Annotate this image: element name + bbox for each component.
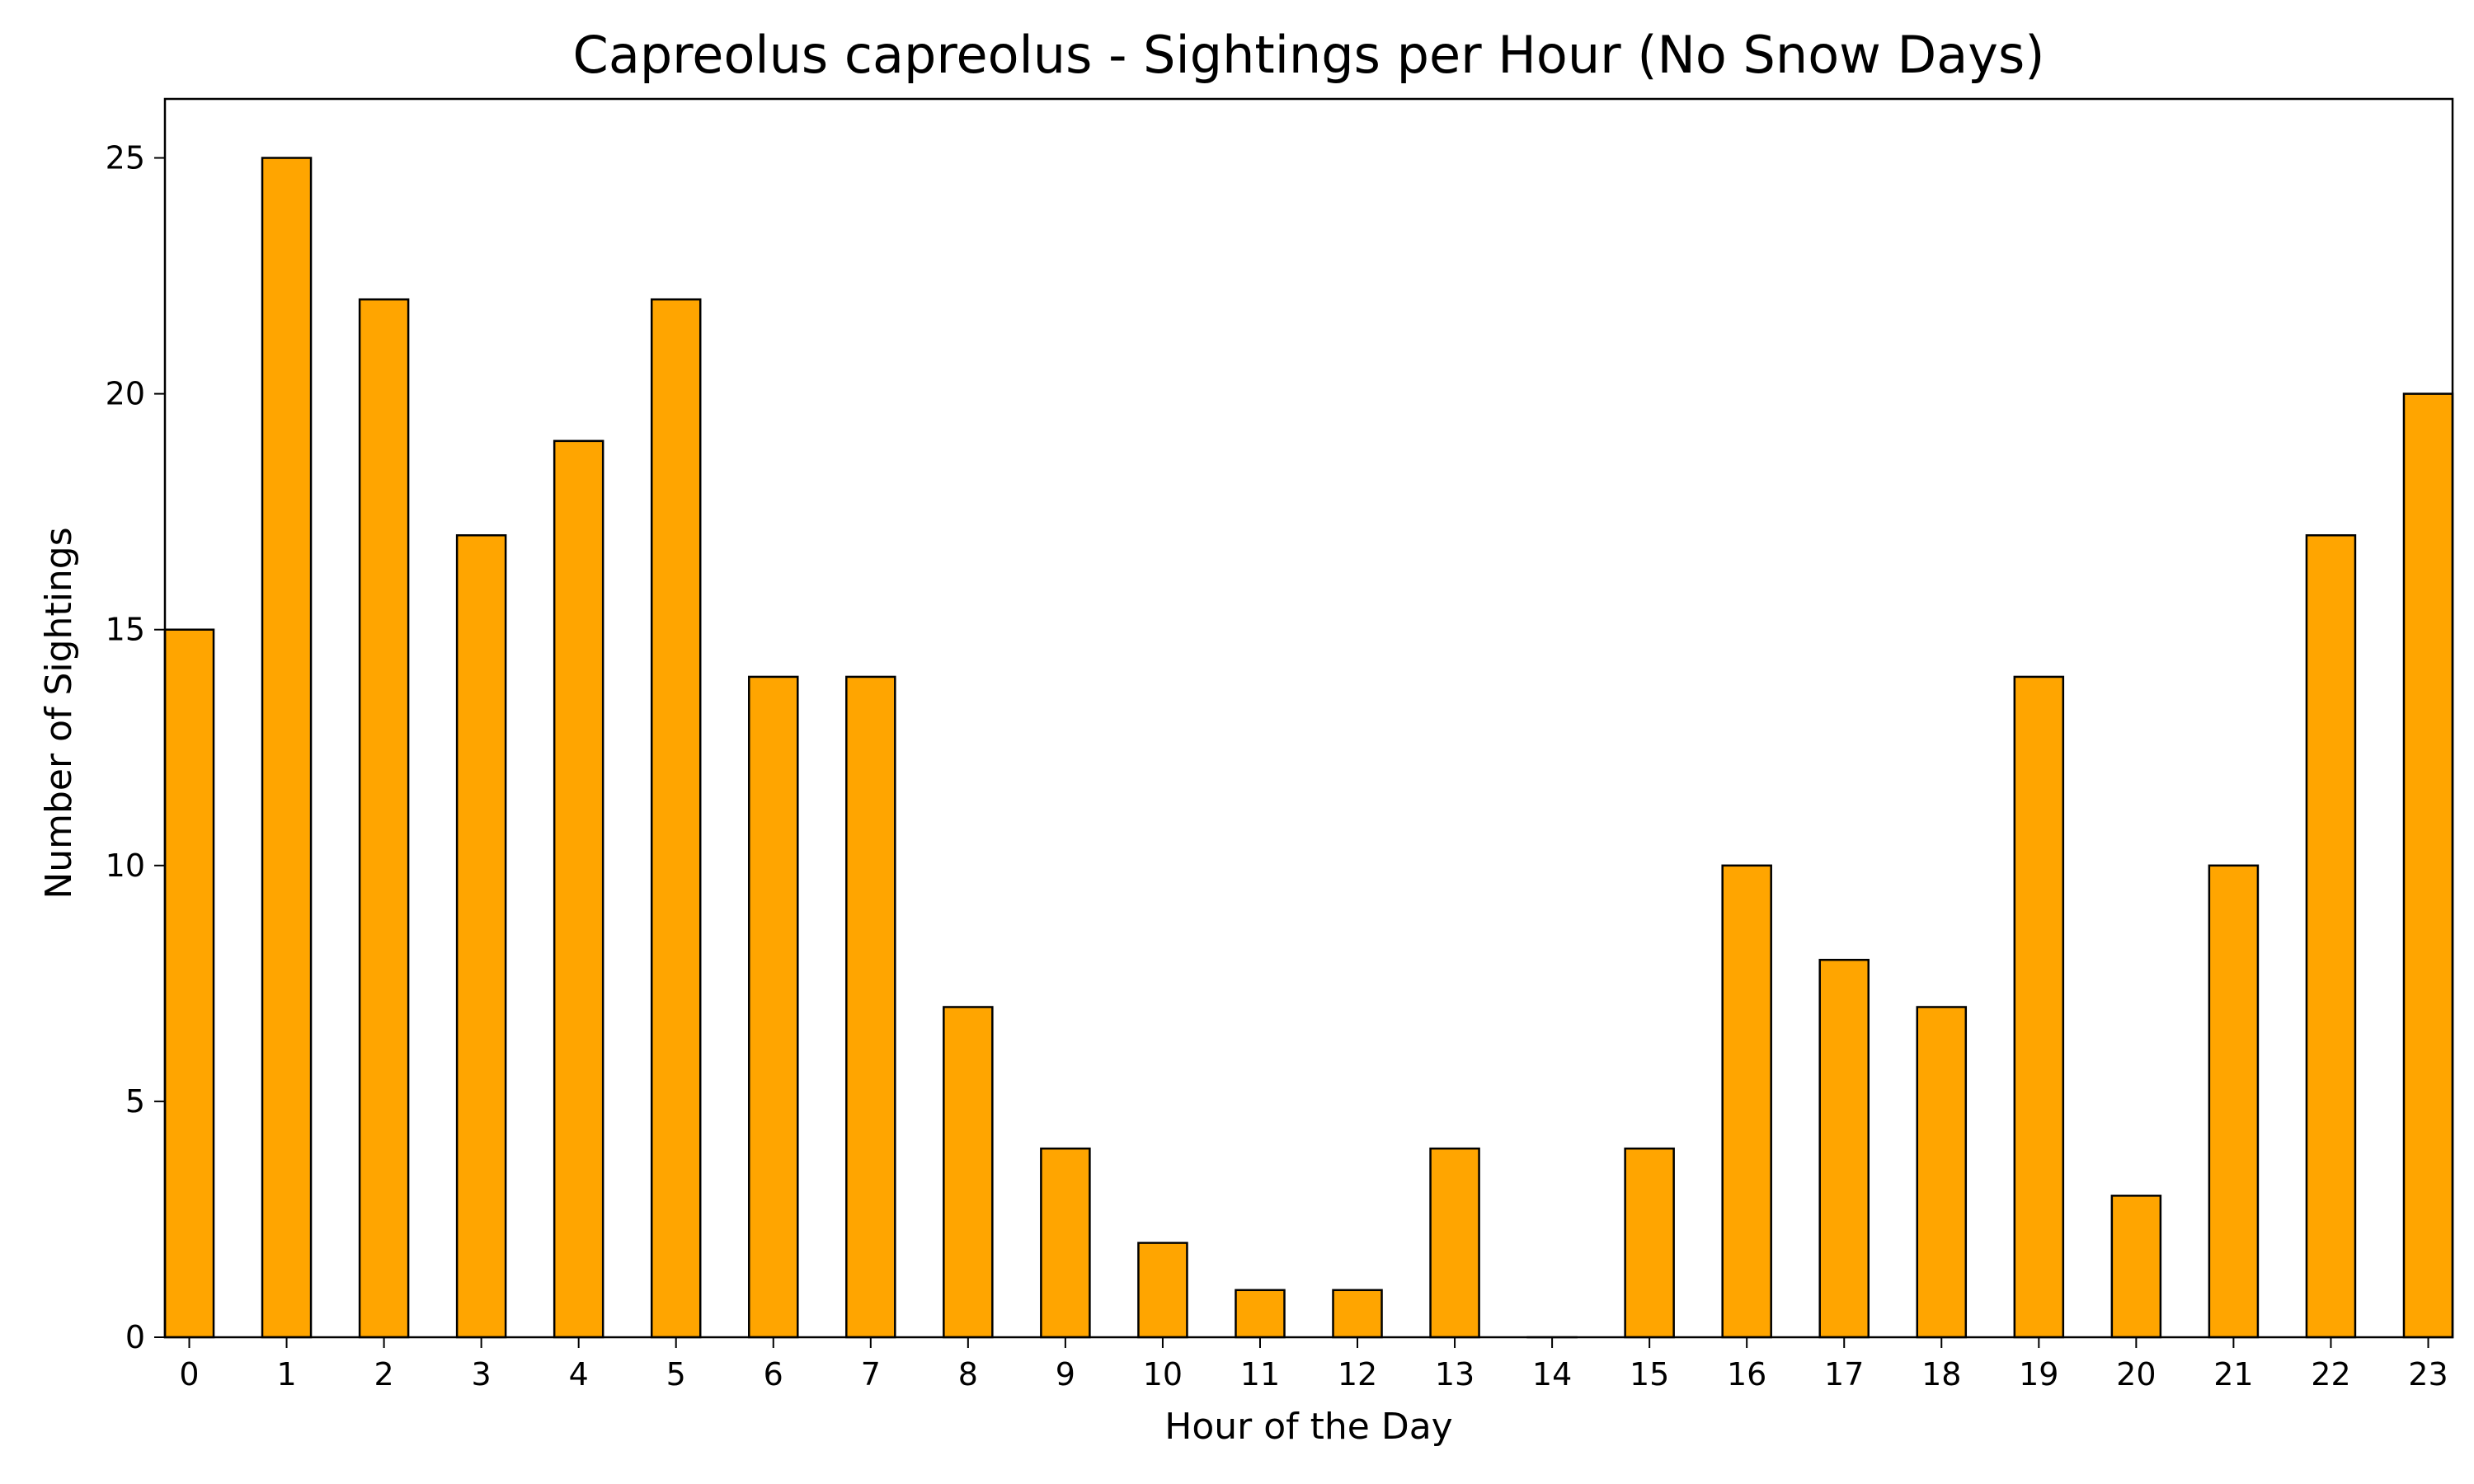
x-tick-label: 23 bbox=[2408, 1356, 2448, 1392]
bar-hour-23 bbox=[2402, 392, 2454, 1339]
y-ticks-layer: 0 5 10 15 20 25 bbox=[106, 140, 165, 1355]
y-axis-label: Number of Sightings bbox=[38, 527, 80, 899]
x-tick-label: 5 bbox=[666, 1356, 686, 1392]
bar-hour-4 bbox=[553, 439, 604, 1339]
x-tick-label: 13 bbox=[1435, 1356, 1475, 1392]
x-tick-label: 6 bbox=[764, 1356, 783, 1392]
y-tick-label: 10 bbox=[106, 848, 145, 884]
y-tick-label: 25 bbox=[106, 140, 145, 176]
bar-hour-11 bbox=[1235, 1289, 1286, 1339]
y-tick-label: 5 bbox=[125, 1083, 145, 1120]
x-tick-label: 16 bbox=[1727, 1356, 1766, 1392]
bar-hour-7 bbox=[845, 675, 896, 1339]
bar-hour-17 bbox=[1818, 959, 1870, 1339]
bar-hour-8 bbox=[943, 1006, 994, 1339]
x-tick-label: 4 bbox=[569, 1356, 589, 1392]
bar-hour-5 bbox=[650, 298, 702, 1339]
y-tick-label: 15 bbox=[106, 612, 145, 648]
x-tick-label: 11 bbox=[1240, 1356, 1280, 1392]
y-tick-label: 0 bbox=[125, 1319, 145, 1355]
x-tick-label: 17 bbox=[1824, 1356, 1864, 1392]
x-tick-label: 10 bbox=[1143, 1356, 1183, 1392]
x-tick-label: 22 bbox=[2311, 1356, 2350, 1392]
y-tick-label: 20 bbox=[106, 376, 145, 412]
x-tick-label: 3 bbox=[472, 1356, 492, 1392]
x-tick-label: 2 bbox=[374, 1356, 394, 1392]
bar-hour-2 bbox=[358, 298, 410, 1339]
x-axis-label: Hour of the Day bbox=[1164, 1406, 1452, 1448]
bar-hour-20 bbox=[2110, 1195, 2162, 1339]
chart-title: Capreolus capreolus - Sightings per Hour… bbox=[573, 25, 2045, 85]
bar-hour-22 bbox=[2305, 534, 2357, 1339]
x-tick-label: 12 bbox=[1338, 1356, 1377, 1392]
x-tick-label: 20 bbox=[2116, 1356, 2156, 1392]
x-tick-label: 15 bbox=[1630, 1356, 1669, 1392]
bar-hour-9 bbox=[1040, 1147, 1091, 1339]
bar-hour-12 bbox=[1332, 1289, 1383, 1339]
bar-hour-6 bbox=[748, 675, 799, 1339]
x-tick-label: 19 bbox=[2019, 1356, 2058, 1392]
bar-hour-13 bbox=[1429, 1147, 1480, 1339]
bar-hour-19 bbox=[2013, 675, 2065, 1339]
x-tick-label: 21 bbox=[2213, 1356, 2253, 1392]
x-tick-label: 0 bbox=[179, 1356, 199, 1392]
bar-hour-10 bbox=[1137, 1242, 1188, 1339]
bar-hour-18 bbox=[1916, 1006, 1968, 1339]
x-tick-label: 1 bbox=[276, 1356, 296, 1392]
x-tick-label: 7 bbox=[861, 1356, 881, 1392]
bar-hour-21 bbox=[2208, 864, 2260, 1339]
bar-hour-15 bbox=[1624, 1147, 1675, 1339]
bars-layer bbox=[163, 157, 2454, 1339]
x-tick-label: 14 bbox=[1532, 1356, 1572, 1392]
x-tick-label: 9 bbox=[1056, 1356, 1075, 1392]
bar-hour-0 bbox=[163, 628, 215, 1339]
x-tick-label: 8 bbox=[958, 1356, 978, 1392]
bar-hour-3 bbox=[455, 534, 507, 1339]
x-tick-label: 18 bbox=[1921, 1356, 1961, 1392]
bar-hour-16 bbox=[1721, 864, 1772, 1339]
x-ticks-layer: 0 1 2 3 4 5 6 7 8 9 10 11 12 13 14 15 16 17 18 19 20 21 22 23 bbox=[179, 1337, 2448, 1392]
plot-frame bbox=[163, 97, 2454, 1339]
bar-hour-1 bbox=[261, 157, 313, 1339]
